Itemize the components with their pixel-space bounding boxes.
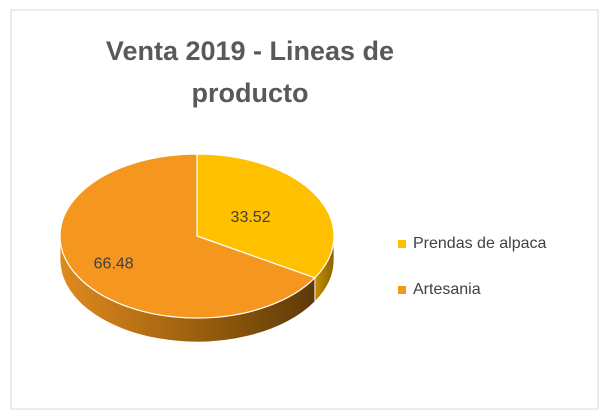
slice — [196, 153, 335, 279]
legend-label: Artesania — [413, 281, 481, 298]
slice — [59, 153, 316, 319]
chart-title: Venta 2019 - Lineas de producto — [105, 36, 395, 108]
data-label: 33.52 — [231, 209, 271, 226]
legend-swatch — [398, 286, 406, 294]
legend-swatch — [398, 240, 406, 248]
legend-label: Prendas de alpaca — [413, 235, 547, 252]
data-label: 66.48 — [94, 256, 134, 273]
